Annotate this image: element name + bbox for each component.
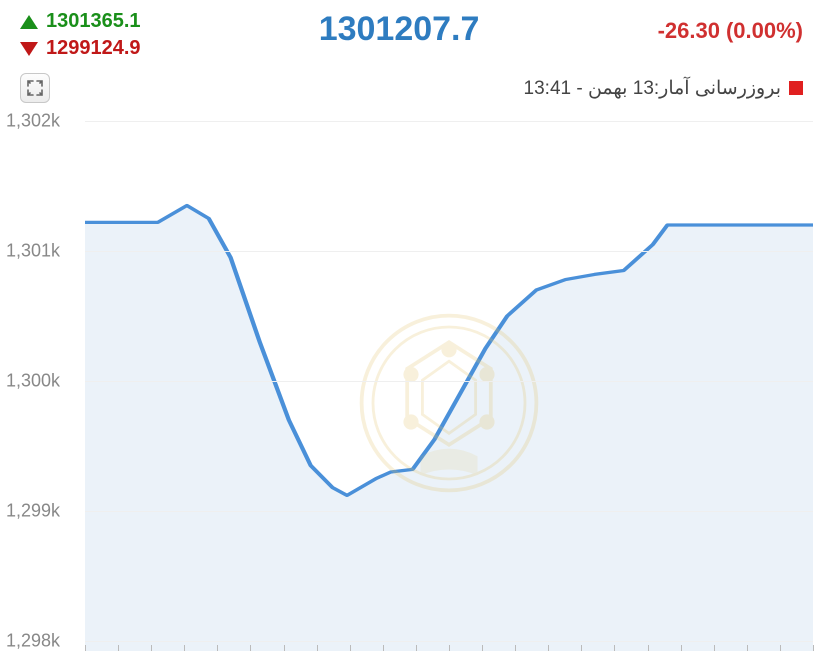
y-axis-label: 1,298k bbox=[6, 631, 60, 652]
x-tick bbox=[648, 645, 649, 651]
x-tick bbox=[250, 645, 251, 651]
x-tick bbox=[813, 645, 814, 651]
triangle-down-icon bbox=[20, 42, 38, 56]
x-tick bbox=[449, 645, 450, 651]
change-wrap: -26.30 (0.00%) bbox=[658, 10, 803, 44]
gridline bbox=[85, 511, 813, 512]
high-row: 1301365.1 bbox=[20, 10, 141, 33]
triangle-up-icon bbox=[20, 15, 38, 29]
x-tick bbox=[217, 645, 218, 651]
header-bar: 1301365.1 1299124.9 1301207.7 -26.30 (0.… bbox=[0, 0, 823, 65]
current-value: 1301207.7 bbox=[319, 10, 480, 48]
x-tick bbox=[714, 645, 715, 651]
watermark-logo-icon bbox=[354, 308, 544, 498]
y-axis-label: 1,300k bbox=[6, 371, 60, 392]
change-value: -26.30 bbox=[658, 18, 720, 44]
x-tick bbox=[383, 645, 384, 651]
x-tick bbox=[151, 645, 152, 651]
x-tick bbox=[85, 645, 86, 651]
change-percent: (0.00%) bbox=[726, 18, 803, 44]
x-tick bbox=[780, 645, 781, 651]
x-tick bbox=[184, 645, 185, 651]
gridline bbox=[85, 251, 813, 252]
gridline bbox=[85, 381, 813, 382]
x-tick bbox=[581, 645, 582, 651]
y-axis-label: 1,301k bbox=[6, 241, 60, 262]
update-label: بروزرسانی آمار:13 بهمن - 13:41 bbox=[524, 77, 781, 100]
x-tick bbox=[747, 645, 748, 651]
current-value-wrap: 1301207.7 bbox=[171, 10, 628, 49]
x-tick bbox=[416, 645, 417, 651]
low-row: 1299124.9 bbox=[20, 37, 141, 60]
expand-icon bbox=[27, 80, 43, 96]
subheader-row: بروزرسانی آمار:13 بهمن - 13:41 bbox=[0, 65, 823, 111]
low-value: 1299124.9 bbox=[46, 37, 141, 60]
x-tick bbox=[118, 645, 119, 651]
x-tick bbox=[515, 645, 516, 651]
x-tick bbox=[614, 645, 615, 651]
high-value: 1301365.1 bbox=[46, 10, 141, 33]
chart-area: 1,298k 1,299k 1,300k 1,301k 1,302k bbox=[0, 111, 823, 651]
x-tick bbox=[284, 645, 285, 651]
x-tick bbox=[548, 645, 549, 651]
x-tick bbox=[681, 645, 682, 651]
x-tick bbox=[482, 645, 483, 651]
update-info: بروزرسانی آمار:13 بهمن - 13:41 bbox=[524, 77, 803, 100]
y-axis-label: 1,302k bbox=[6, 111, 60, 132]
gridline bbox=[85, 641, 813, 642]
y-axis-label: 1,299k bbox=[6, 501, 60, 522]
x-tick bbox=[317, 645, 318, 651]
x-tick bbox=[350, 645, 351, 651]
status-square-icon bbox=[789, 81, 803, 95]
expand-button[interactable] bbox=[20, 73, 50, 103]
gridline bbox=[85, 121, 813, 122]
high-low-column: 1301365.1 1299124.9 bbox=[20, 10, 141, 60]
